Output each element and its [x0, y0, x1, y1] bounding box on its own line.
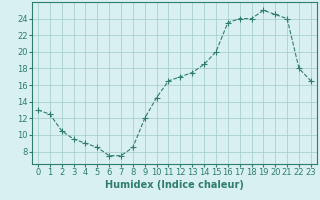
X-axis label: Humidex (Indice chaleur): Humidex (Indice chaleur) — [105, 180, 244, 190]
